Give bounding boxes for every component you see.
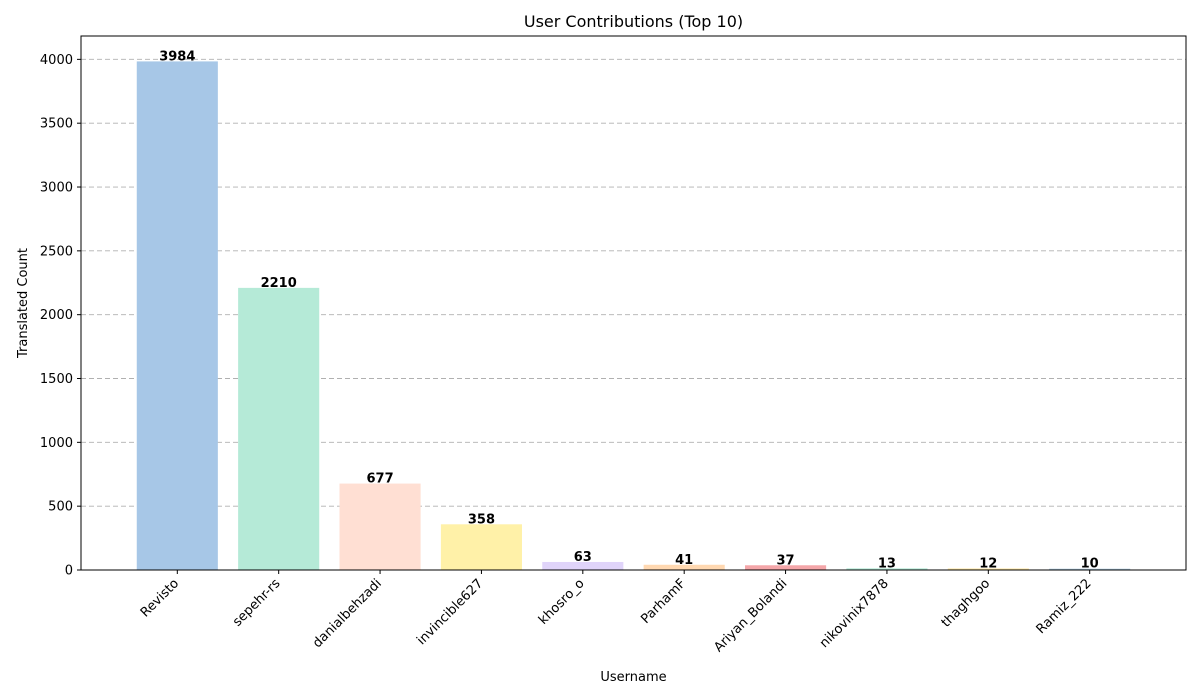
bar-danialbehzadi <box>339 483 421 570</box>
x-tick-label: nikovinix7878 <box>817 576 892 651</box>
x-axis-label: Username <box>600 670 666 685</box>
x-tick-label: Ramiz_222 <box>1034 576 1095 637</box>
bar-value-label: 63 <box>574 550 592 565</box>
x-tick-label: danialbehzadi <box>310 576 385 651</box>
x-tick-label: Revisto <box>138 576 182 620</box>
bar-nikovinix7878 <box>846 568 928 570</box>
y-tick-label: 2500 <box>40 244 73 259</box>
y-tick-label: 1000 <box>40 436 73 451</box>
x-axis-ticks: Revisto sepehr-rs danialbehzadi invincible6… <box>138 570 1095 655</box>
chart-title: User Contributions (Top 10) <box>524 12 743 31</box>
y-tick-label: 4000 <box>40 53 73 68</box>
x-tick-label: invincible627 <box>414 576 486 648</box>
bar-value-label: 41 <box>675 553 693 568</box>
bar-sepehr-rs <box>238 287 320 570</box>
bar-value-label: 12 <box>979 556 997 571</box>
bar-value-label: 3984 <box>159 49 195 64</box>
x-tick-label: ParhamF <box>638 576 689 627</box>
y-tick-label: 1500 <box>40 372 73 387</box>
bar-value-label: 37 <box>777 553 795 568</box>
plot-frame <box>80 35 1187 571</box>
y-axis-ticks: 0 500 1000 1500 2000 2500 3000 3500 4000 <box>40 53 81 579</box>
bar-value-label: 677 <box>366 472 393 487</box>
bar-value-label: 10 <box>1081 557 1099 572</box>
x-tick-label: sepehr-rs <box>230 576 284 630</box>
y-tick-label: 500 <box>48 500 73 515</box>
bar-ramiz-222 <box>1049 568 1131 570</box>
bar-ariyan-bolandi <box>745 565 827 570</box>
x-tick-label: khosro_o <box>536 576 588 628</box>
bar-khosro-o <box>542 561 624 570</box>
bar-value-label: 358 <box>468 512 495 527</box>
bar-value-label: 2210 <box>261 276 297 291</box>
y-tick-label: 0 <box>65 564 73 579</box>
x-tick-label: thaghgoo <box>939 576 993 630</box>
x-tick-label: Ariyan_Bolandi <box>711 576 790 655</box>
bars <box>136 61 1131 570</box>
bar-parhamf <box>643 564 725 570</box>
y-tick-label: 3500 <box>40 117 73 132</box>
bar-invincible627 <box>440 524 522 570</box>
bar-thaghgoo <box>947 568 1029 570</box>
y-tick-label: 3000 <box>40 181 73 196</box>
data-labels: 3984 2210 677 358 63 41 37 13 12 10 <box>159 49 1099 571</box>
y-tick-label: 2000 <box>40 308 73 323</box>
y-axis-label: Translated Count <box>16 248 31 359</box>
bar-revisto <box>136 61 218 570</box>
bar-value-label: 13 <box>878 556 896 571</box>
